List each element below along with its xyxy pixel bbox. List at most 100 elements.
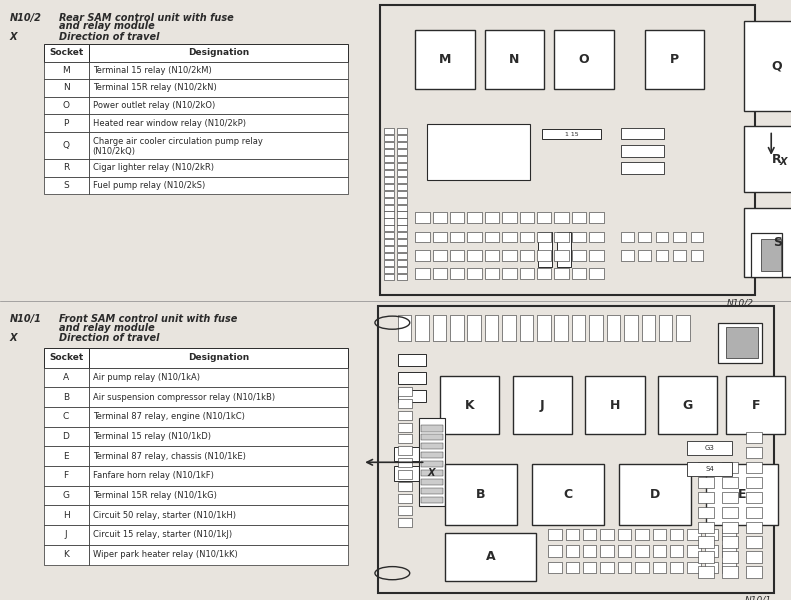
Bar (89, 486, 348, 505)
Bar (600, 562, 614, 573)
Bar (397, 128, 407, 134)
Bar (44, 348, 89, 368)
Bar (397, 184, 407, 190)
Bar (653, 562, 666, 573)
Bar (440, 376, 499, 434)
Text: Terminal 87 relay, chassis (N10/1kE): Terminal 87 relay, chassis (N10/1kE) (93, 452, 245, 461)
Text: P: P (63, 119, 69, 128)
Text: Fuel pump relay (N10/2kS): Fuel pump relay (N10/2kS) (93, 181, 205, 190)
Bar (761, 239, 781, 271)
Bar (397, 260, 407, 266)
Bar (744, 126, 791, 193)
Bar (397, 253, 407, 259)
Bar (89, 368, 348, 388)
Bar (520, 315, 533, 341)
Text: Terminal 15 relay (N10/2kM): Terminal 15 relay (N10/2kM) (93, 66, 211, 75)
Bar (635, 545, 649, 557)
Text: P: P (670, 53, 679, 67)
Bar (706, 464, 778, 526)
Bar (485, 30, 544, 89)
Bar (485, 212, 499, 223)
Bar (44, 368, 89, 388)
Bar (384, 156, 394, 162)
Bar (89, 545, 348, 565)
Bar (520, 232, 534, 242)
Bar (744, 21, 791, 110)
Bar (537, 250, 551, 260)
Bar (384, 274, 394, 280)
Text: G3: G3 (705, 445, 714, 451)
Text: Air suspension compressor relay (N10/1kB): Air suspension compressor relay (N10/1kB… (93, 393, 274, 402)
Bar (450, 250, 464, 260)
Bar (384, 197, 394, 203)
Bar (384, 253, 394, 259)
Bar (600, 529, 614, 541)
Bar (722, 551, 738, 563)
Bar (44, 407, 89, 427)
Bar (746, 566, 762, 578)
Bar (583, 529, 596, 541)
Bar (433, 315, 446, 341)
Bar (722, 545, 736, 557)
Bar (705, 562, 718, 573)
Bar (467, 232, 482, 242)
Text: N10/1: N10/1 (9, 314, 41, 325)
Bar (397, 170, 407, 176)
Text: N: N (509, 53, 520, 67)
Bar (44, 62, 89, 79)
Text: N10/1: N10/1 (745, 596, 772, 600)
Bar (398, 399, 412, 407)
Text: B: B (63, 393, 69, 402)
Bar (572, 315, 585, 341)
Bar (384, 176, 394, 183)
Bar (415, 232, 430, 242)
Bar (433, 250, 447, 260)
Bar (726, 376, 785, 434)
Bar (485, 268, 499, 279)
Bar (398, 506, 412, 515)
Bar (746, 447, 762, 458)
Text: Terminal 87 relay, engine (N10/1kC): Terminal 87 relay, engine (N10/1kC) (93, 412, 244, 421)
Text: R: R (772, 152, 782, 166)
Bar (397, 267, 407, 274)
Bar (44, 97, 89, 114)
Bar (398, 390, 426, 401)
Bar (380, 5, 755, 295)
Bar (397, 176, 407, 183)
Bar (445, 533, 536, 581)
Text: 1 15: 1 15 (565, 131, 578, 137)
Bar (658, 376, 717, 434)
Bar (585, 376, 645, 434)
Text: M: M (62, 66, 70, 75)
Text: X: X (9, 333, 17, 343)
Bar (450, 268, 464, 279)
Bar (44, 505, 89, 525)
Bar (398, 422, 412, 431)
Bar (687, 545, 701, 557)
Bar (653, 545, 666, 557)
Bar (398, 387, 412, 396)
Bar (384, 232, 394, 238)
Bar (621, 128, 664, 139)
Bar (433, 268, 447, 279)
Bar (698, 566, 714, 578)
Bar (589, 232, 604, 242)
Bar (89, 446, 348, 466)
Bar (384, 163, 394, 169)
Text: N: N (62, 83, 70, 92)
Bar (415, 315, 429, 341)
Bar (722, 521, 738, 533)
Bar (600, 545, 614, 557)
Text: A: A (486, 550, 496, 563)
Bar (691, 232, 703, 242)
Bar (398, 315, 411, 341)
Bar (722, 562, 736, 573)
Text: Socket: Socket (49, 48, 83, 57)
Bar (698, 462, 714, 473)
Bar (676, 315, 690, 341)
Text: Front SAM control unit with fuse: Front SAM control unit with fuse (59, 314, 238, 325)
Text: X: X (427, 468, 434, 478)
Bar (566, 562, 579, 573)
Bar (621, 163, 664, 174)
Bar (502, 268, 517, 279)
